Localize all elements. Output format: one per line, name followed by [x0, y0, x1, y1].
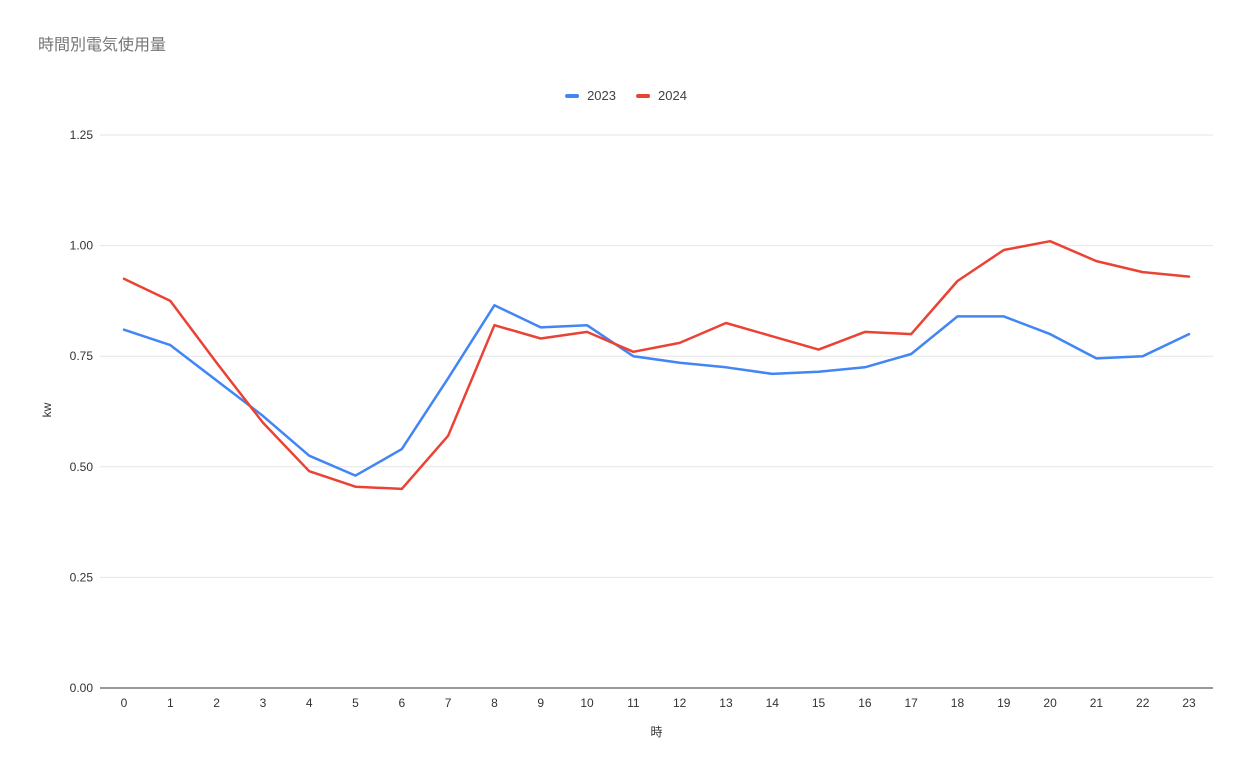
x-axis-tick-label: 14 — [766, 696, 780, 710]
x-axis-tick-label: 22 — [1136, 696, 1150, 710]
legend-swatch-icon — [636, 93, 650, 98]
x-axis-tick-label: 0 — [121, 696, 128, 710]
x-axis-tick-label: 10 — [580, 696, 594, 710]
x-axis-tick-label: 17 — [904, 696, 918, 710]
y-axis-title: kw — [40, 402, 54, 418]
series-line-2024[interactable] — [122, 239, 1191, 491]
x-axis-tick-label: 12 — [673, 696, 687, 710]
x-axis-tick-label: 9 — [537, 696, 544, 710]
legend-swatch-icon — [565, 93, 580, 98]
chart-legend: 2023 2024 — [565, 88, 687, 103]
y-axis-tick-label: 1.00 — [70, 239, 94, 253]
x-axis-tick-label: 15 — [812, 696, 826, 710]
x-axis-tick-label: 16 — [858, 696, 872, 710]
legend-item-2024[interactable]: 2024 — [636, 88, 687, 103]
x-axis-tick-label: 11 — [627, 696, 640, 710]
x-axis-tick-label: 7 — [445, 696, 452, 710]
legend-label: 2024 — [658, 88, 687, 103]
x-axis-title: 時 — [650, 725, 663, 739]
x-axis-tick-label: 2 — [213, 696, 220, 710]
x-axis-tick-label: 13 — [719, 696, 733, 710]
x-axis-tick-label: 18 — [951, 696, 965, 710]
y-axis-tick-label: 0.75 — [70, 349, 94, 363]
x-axis-tick-label: 8 — [491, 696, 498, 710]
y-axis-tick-label: 0.50 — [70, 460, 94, 474]
legend-label: 2023 — [587, 88, 616, 103]
x-axis-tick-label: 20 — [1043, 696, 1057, 710]
y-axis-tick-label: 0.25 — [70, 570, 94, 584]
x-axis-tick-label: 3 — [260, 696, 267, 710]
x-axis-tick-label: 21 — [1090, 696, 1104, 710]
x-axis-tick-label: 23 — [1182, 696, 1196, 710]
series-line-2023[interactable] — [122, 304, 1191, 477]
x-axis-tick-label: 5 — [352, 696, 359, 710]
x-axis-tick-label: 19 — [997, 696, 1011, 710]
legend-item-2023[interactable]: 2023 — [565, 88, 616, 103]
x-axis-tick-label: 1 — [167, 696, 174, 710]
y-axis-tick-label: 1.25 — [70, 128, 94, 142]
x-axis-tick-label: 6 — [398, 696, 405, 710]
chart-title: 時間別電気使用量 — [38, 37, 167, 54]
x-axis-tick-label: 4 — [306, 696, 313, 710]
y-axis-tick-label: 0.00 — [70, 681, 94, 695]
